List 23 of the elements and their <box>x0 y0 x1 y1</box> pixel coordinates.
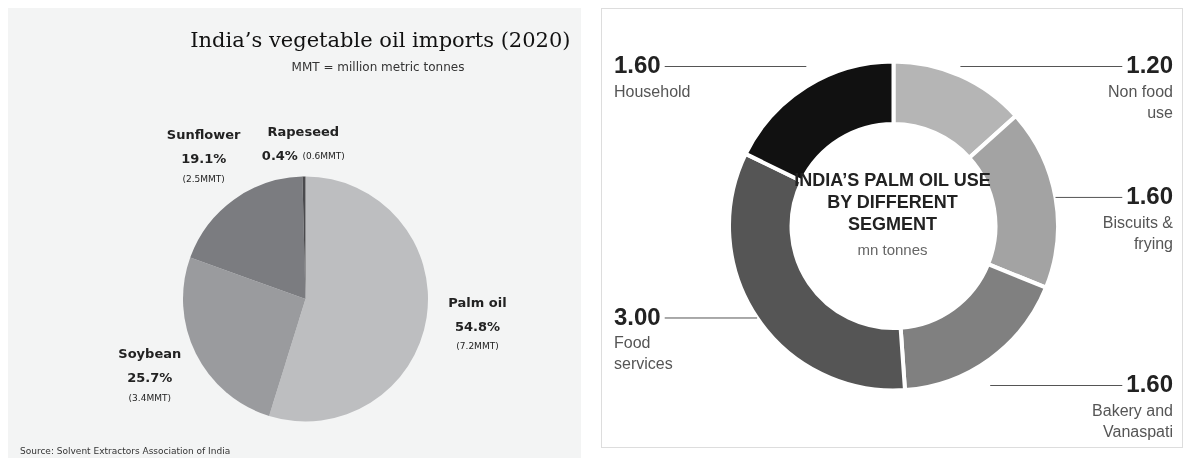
data-label: 1.60 <box>1125 370 1173 398</box>
text: INDIA’S PALM OIL USE BY DIFFERENT SEGMENT <box>793 169 992 235</box>
data-label: 54.8% (7.2MMT) <box>454 318 501 352</box>
data-label: 3.00 <box>613 302 661 330</box>
slice-label: Bakery and Vanaspati <box>1091 401 1173 440</box>
slice-label: Household <box>613 82 691 100</box>
chart-subtitle: MMT = million metric tonnes <box>290 60 466 74</box>
slice-label: Soybean <box>118 345 182 361</box>
slice-label: Sunflower <box>166 127 242 143</box>
text: mn tonnes <box>856 240 929 260</box>
data-label: 25.7% (3.4MMT) <box>127 369 173 403</box>
data-label: 1.20 <box>1125 51 1173 79</box>
slice-label: Food services <box>613 334 673 373</box>
source-note: Source: Solvent Extractors Association of India <box>20 446 231 456</box>
slice-label: Rapeseed <box>267 123 340 139</box>
slice-label: Biscuits & frying <box>1102 213 1173 252</box>
data-label: 1.60 <box>613 51 661 79</box>
data-label: 1.60 <box>1125 182 1173 210</box>
slice-label: Non food use <box>1107 82 1173 121</box>
data-label: 0.4% (0.6MMT) <box>261 147 345 163</box>
chart-title: India’s vegetable oil imports (2020) <box>189 28 571 52</box>
data-label: 19.1% (2.5MMT) <box>181 151 227 185</box>
slice-label: Palm oil <box>448 294 507 310</box>
